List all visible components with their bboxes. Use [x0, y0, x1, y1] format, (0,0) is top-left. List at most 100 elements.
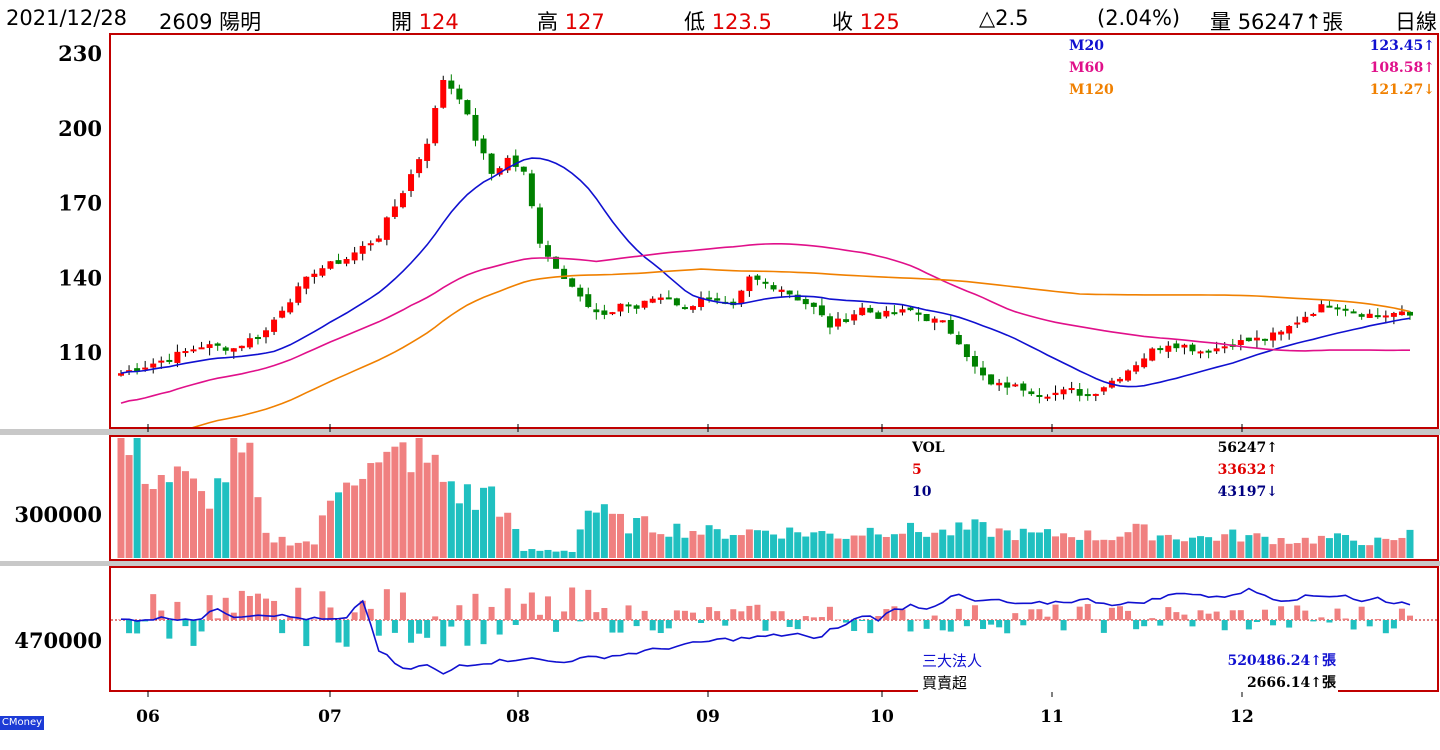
candle-body	[1278, 331, 1285, 335]
net-buy-bar	[561, 611, 568, 620]
candle-body	[843, 319, 850, 322]
volume-bar	[520, 550, 528, 558]
volume-bar	[343, 482, 351, 558]
brand-logo: CMoney	[0, 716, 44, 730]
candle-body	[528, 173, 535, 207]
net-buy-bar	[778, 611, 785, 620]
price-tick-label: 170	[58, 191, 102, 216]
net-buy-bar	[1286, 620, 1293, 628]
candle-body	[1012, 384, 1019, 387]
price-change: △2.5	[979, 6, 1029, 30]
candle-body	[770, 285, 777, 290]
net-buy-bar	[327, 607, 334, 620]
net-buy-bar	[883, 609, 890, 620]
volume-bar	[1374, 537, 1382, 558]
candle-body	[1221, 346, 1228, 349]
volume-bar	[1172, 539, 1180, 558]
net-buy-bar	[1407, 615, 1413, 620]
candle-body	[1157, 348, 1164, 351]
net-buy-bar	[416, 620, 423, 634]
candle-body	[585, 294, 592, 307]
volume-bar	[1358, 545, 1366, 558]
candle-body	[746, 276, 753, 292]
net-buy-bar	[1318, 617, 1325, 620]
candle-body	[432, 108, 439, 144]
volume-bar	[568, 551, 576, 558]
net-buy-bar	[802, 616, 809, 620]
net-buy-bar	[1125, 610, 1132, 620]
volume-bar	[915, 532, 923, 558]
open-price: 開 124	[391, 10, 459, 34]
candle-body	[1398, 311, 1405, 316]
candle-body	[601, 310, 608, 315]
candle-body	[1052, 392, 1059, 396]
candle-body	[319, 268, 326, 276]
candle-body	[375, 238, 382, 242]
price-tick-label: 200	[58, 116, 102, 141]
candle-body	[617, 303, 624, 312]
volume-bar	[794, 532, 802, 558]
volume-bar	[165, 482, 173, 558]
net-buy-bar	[770, 611, 777, 620]
net-buy-bar	[706, 607, 713, 620]
volume-bar	[302, 541, 310, 558]
volume-bar	[1068, 537, 1076, 558]
volume-bar	[584, 510, 592, 558]
net-buy-bar	[1044, 616, 1051, 620]
inst-legend-total: 三大法人 520486.24↑張	[922, 652, 1336, 670]
volume-bar	[753, 530, 761, 558]
net-buy-bar	[955, 608, 962, 620]
volume-bar	[1035, 532, 1043, 558]
net-buy-bar	[649, 620, 656, 631]
candle-body	[1116, 378, 1123, 382]
candle-body	[1076, 389, 1083, 396]
candle-body	[391, 206, 398, 217]
candle-body	[988, 374, 995, 385]
candle-body	[279, 310, 286, 318]
net-buy-bar	[1133, 620, 1140, 630]
net-buy-bar	[931, 615, 938, 620]
ma-legend-m120: M120 121.27↓	[1069, 82, 1435, 98]
volume-bar	[1164, 534, 1172, 558]
candle-body	[859, 307, 866, 316]
candle-body	[657, 297, 664, 300]
volume-bar	[238, 452, 246, 558]
net-buy-bar	[1326, 620, 1333, 623]
net-buy-bar	[641, 610, 648, 620]
candle-body	[1326, 305, 1333, 308]
net-buy-bar	[174, 601, 181, 620]
net-buy-bar	[367, 608, 374, 620]
net-buy-bar	[440, 620, 447, 647]
candle-body	[1020, 383, 1027, 391]
candle-body	[303, 276, 310, 289]
net-buy-bar	[311, 619, 318, 620]
volume-bar	[1221, 534, 1229, 558]
candle-body	[996, 382, 1003, 386]
candle-body	[698, 297, 705, 308]
quote-date: 2021/12/28	[6, 6, 128, 30]
candle-body	[561, 268, 568, 279]
stock-name: 2609 陽明	[159, 10, 262, 34]
net-buy-bar	[681, 610, 688, 620]
volume-bar	[1116, 536, 1124, 558]
volume-bar	[858, 535, 866, 558]
net-buy-bar	[1213, 611, 1220, 620]
net-buy-bar	[609, 620, 616, 633]
volume-bar	[898, 533, 906, 558]
candle-body	[488, 153, 495, 174]
net-buy-bar	[1173, 612, 1180, 620]
candle-body	[464, 100, 471, 115]
net-buy-bar	[971, 605, 978, 620]
volume-bar	[721, 538, 729, 558]
candle-body	[448, 80, 455, 89]
volume-bar	[1213, 540, 1221, 558]
volume-bar	[576, 529, 584, 558]
volume-bar	[455, 503, 463, 558]
volume-bar	[1027, 532, 1035, 558]
net-buy-bar	[762, 620, 769, 631]
volume-bar	[608, 513, 616, 558]
volume-bar	[294, 542, 302, 558]
volume-bar	[1132, 523, 1140, 558]
volume-bar	[1124, 532, 1132, 558]
candle-body	[593, 309, 600, 313]
